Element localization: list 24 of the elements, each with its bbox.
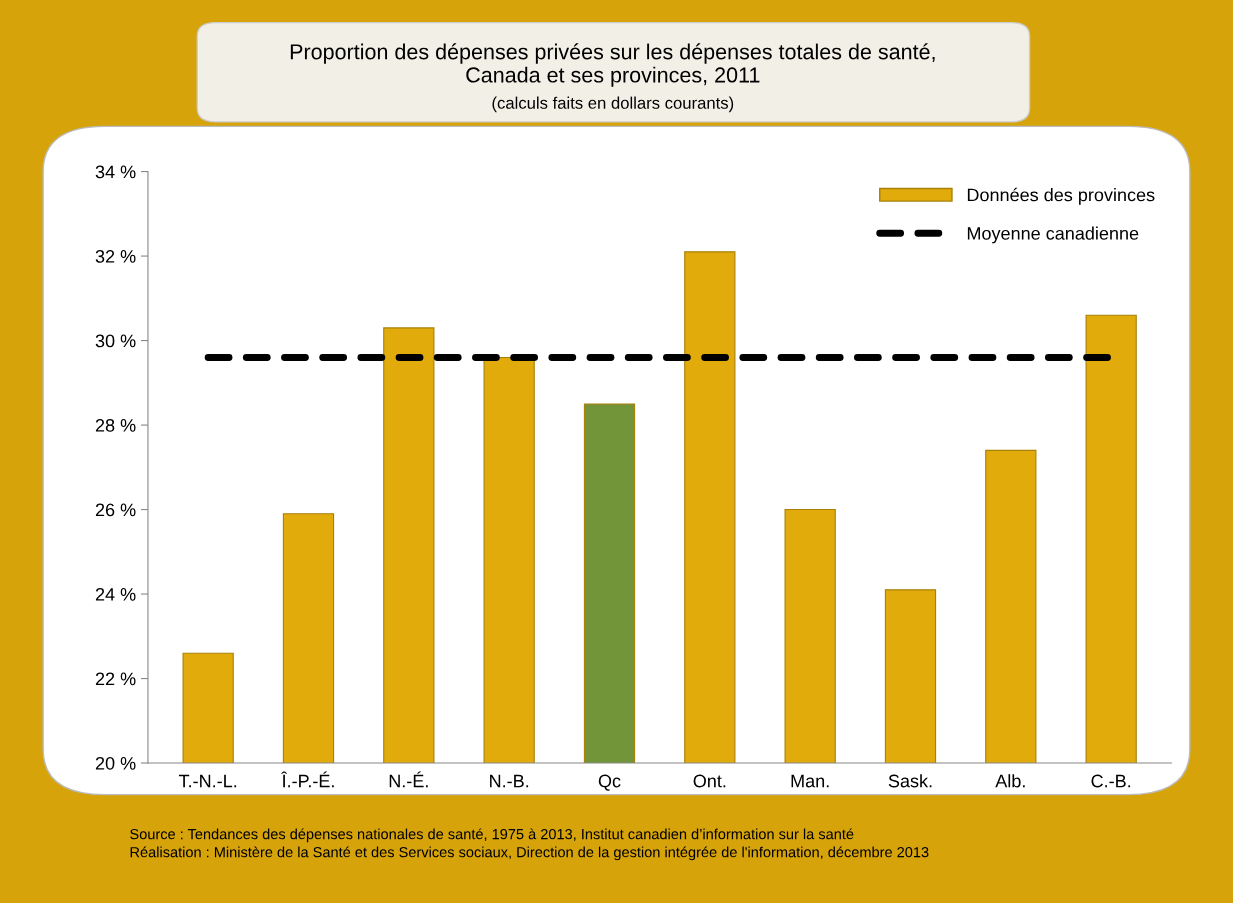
y-tick-label: 30 % (95, 334, 136, 348)
x-tick-label: Alb. (995, 774, 1025, 788)
x-tick-label: N.-É. (389, 771, 428, 788)
y-tick-label: 20 % (95, 756, 136, 770)
y-tick-label: 32 % (95, 250, 136, 263)
y-tick-label: 28 % (95, 418, 136, 432)
legend-label: Données des provinces (967, 187, 1155, 205)
source-note: Source : Tendances des dépenses nationales de santé, 1975 à 2013, Institut canadien d’information sur la santé (130, 828, 854, 843)
x-tick-label: Man. (791, 774, 829, 788)
x-tick-label: Ont. (693, 774, 726, 788)
x-tick-label: Î.-P.-É. (281, 771, 334, 788)
y-tick-label: 26 % (95, 503, 136, 517)
chart-subtitle: (calculs faits en dollars courants) (492, 96, 734, 113)
y-tick-label: 34 % (95, 165, 136, 179)
x-tick-label: Qc (598, 774, 621, 791)
x-tick-label: C.-B. (1091, 774, 1131, 788)
x-tick-label: N.-B. (490, 774, 529, 788)
legend-label: Moyenne canadienne (967, 226, 1139, 244)
text: Réalisation : Ministère de la Santé et des Services sociaux, Direction de la gestion intégrée de l'information, décembre 2013 (130, 846, 929, 861)
y-tick-label: 22 % (95, 672, 136, 686)
chart-title: Proportion des dépenses privées sur les dépenses totales de santé, Canada et ses provinces, 2011 (290, 43, 935, 87)
x-tick-label: T.-N.-L. (178, 774, 237, 788)
y-tick-label: 24 % (95, 587, 136, 601)
x-tick-label: Sask. (888, 774, 932, 788)
